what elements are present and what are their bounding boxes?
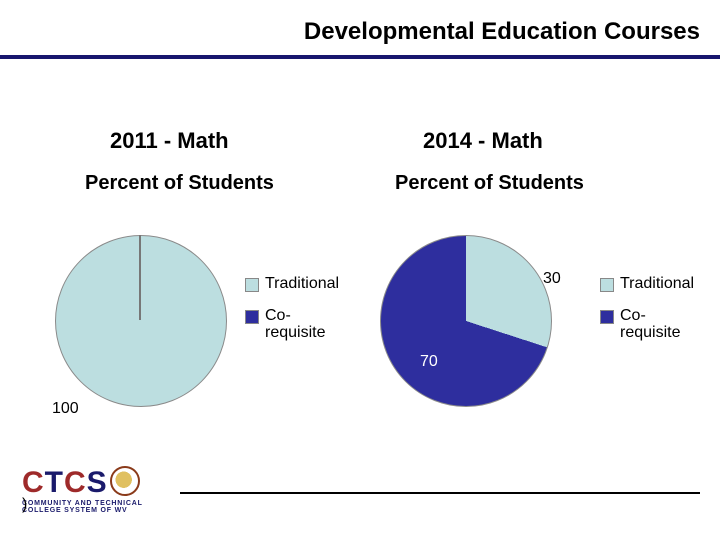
legend-swatch [600,310,614,324]
legend-swatch [245,310,259,324]
right-sub-label: Percent of Students [395,172,584,195]
page-title: Developmental Education Courses [304,18,700,46]
legend-row: Co-requisite [600,307,694,342]
pie-value-label: 70 [420,353,438,371]
pie-value-label: 30 [543,270,561,288]
legend-label: Traditional [265,275,339,293]
right-pie-chart: 3070 [380,235,550,405]
logo-letter-s: S [87,466,108,499]
left-year-label: 2011 - Math [110,128,229,154]
legend-label: Co-requisite [265,307,325,342]
legend-label: Co-requisite [620,307,680,342]
globe-icon [110,466,140,496]
legend-row: Traditional [600,275,694,293]
legend-row: Traditional [245,275,339,293]
right-legend: Traditional Co-requisite [600,275,694,356]
logo-letter-t: T [45,466,64,499]
stray-paren: ) [22,496,167,514]
logo-letter-c: C [22,466,45,499]
pie-divider [139,235,141,320]
footer-rule [180,492,700,494]
left-legend: Traditional Co-requisite [245,275,339,356]
logo-letter-c2: C [64,466,87,499]
legend-swatch [245,278,259,292]
legend-row: Co-requisite [245,307,339,342]
legend-label: Traditional [620,275,694,293]
title-rule [0,55,720,59]
left-pie-chart: 100 [55,235,225,405]
right-year-label: 2014 - Math [423,128,543,154]
legend-swatch [600,278,614,292]
left-sub-label: Percent of Students [85,172,274,195]
pie-value-label: 100 [52,400,79,418]
